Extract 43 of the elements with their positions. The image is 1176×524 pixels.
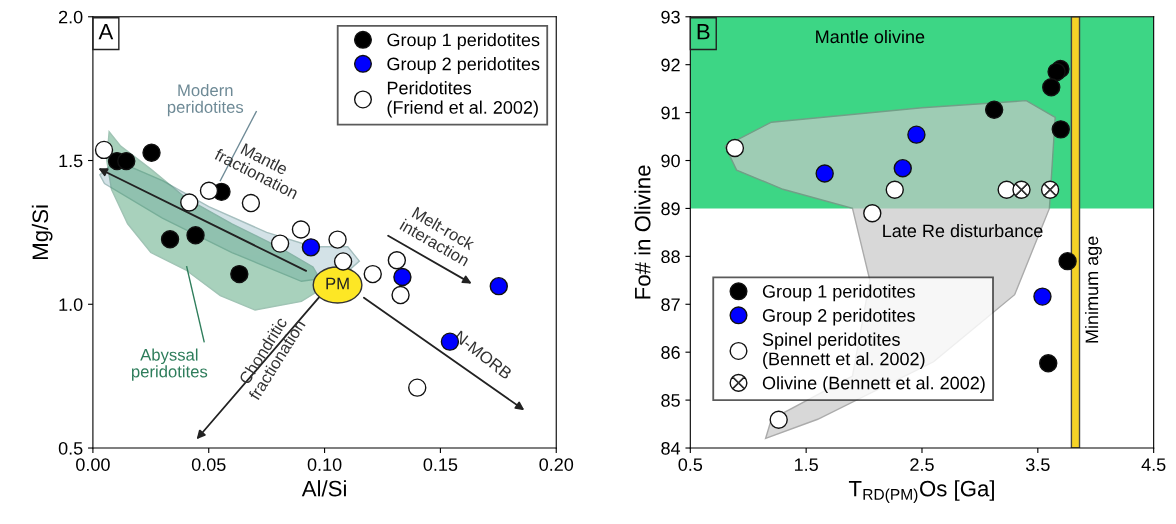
x-tick-label: 0.10 [307, 458, 342, 471]
band-label: Minimum age [1085, 236, 1102, 343]
legend-label: Peridotites (Friend et al. 2002) [387, 81, 538, 118]
legend-label: Group 2 peridotites [387, 57, 540, 74]
chart-title: A [98, 24, 114, 40]
y-tick-label: 87 [661, 298, 680, 311]
band-label: Mantle olivine [816, 29, 925, 44]
x-tick-label: 3.5 [1025, 458, 1050, 471]
y-tick-label: 90 [661, 154, 680, 168]
y-tick-label: 0.5 [58, 441, 83, 455]
x-tick-label: 2.5 [910, 458, 934, 471]
legend-label: Group 1 peridotites [387, 33, 540, 50]
x-tick-label: 0.15 [423, 458, 458, 471]
legend-label: Olivine (Bennett et al. 2002) [762, 376, 985, 393]
x-tick-label: 0.05 [191, 458, 226, 471]
y-tick-label: 92 [661, 58, 680, 72]
annotation: PM [326, 277, 349, 290]
x-tick-label: 1.5 [794, 458, 818, 471]
legend-label: Group 1 peridotites [762, 284, 915, 302]
annotation: Late Re disturbance [883, 223, 1043, 238]
x-tick-label: 4.5 [1141, 458, 1166, 471]
y-tick-label: 86 [661, 346, 680, 359]
legend-label: Group 2 peridotites [762, 308, 915, 326]
x-axis-title: T$_{RD(PM)}$Os [Ga] [848, 480, 994, 503]
annotation: Modern peridotites [167, 84, 244, 117]
y-tick-label: 1.5 [59, 154, 83, 168]
y-tick-label: 1.0 [59, 298, 83, 311]
y-tick-label: 93 [661, 10, 680, 24]
legend-label: Spinel peridotites (Bennett et al. 2002) [762, 332, 925, 369]
y-tick-label: 84 [661, 441, 681, 455]
annotation: Abyssal peridotites [131, 348, 208, 381]
y-tick-label: 88 [661, 250, 680, 264]
x-tick-label: 0.00 [76, 458, 110, 471]
y-axis-title: Mg/Si [31, 205, 53, 259]
x-axis-title: Al/Si [301, 480, 346, 497]
x-tick-label: 0.5 [678, 458, 703, 471]
y-tick-label: 85 [661, 394, 680, 407]
y-tick-label: 89 [661, 202, 680, 216]
y-axis-title: Fo# in Olivine [634, 165, 651, 299]
y-tick-label: 91 [661, 106, 680, 120]
y-tick-label: 2.0 [58, 10, 83, 24]
chart-title: B [697, 24, 710, 40]
x-tick-label: 0.20 [539, 458, 574, 471]
